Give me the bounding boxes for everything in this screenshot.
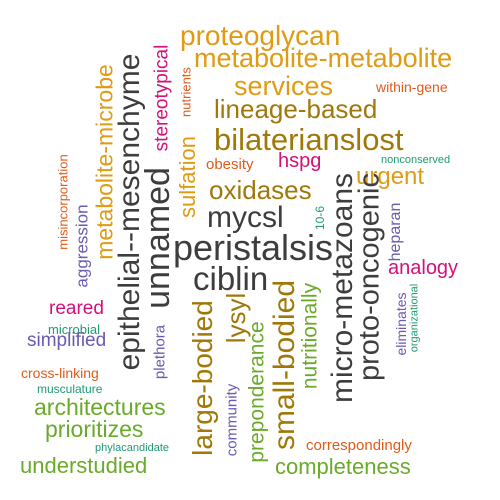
word-preponderance: preponderance bbox=[245, 321, 269, 463]
word-plethora: plethora bbox=[151, 324, 169, 380]
word-small-bodied: small-bodied bbox=[268, 279, 301, 451]
word-ciblin: ciblin bbox=[193, 260, 269, 297]
word-oxidases: oxidases bbox=[209, 175, 312, 205]
word-architectures: architectures bbox=[34, 394, 166, 420]
word-obesity: obesity bbox=[206, 156, 254, 173]
word-organizational: organizational bbox=[408, 283, 421, 353]
word-misincorporation: misincorporation bbox=[55, 154, 71, 250]
word-hspg: hspg bbox=[278, 150, 322, 172]
word-lineage-based: lineage-based bbox=[214, 94, 378, 124]
word-metabolite-metabolite: metabolite-metabolite bbox=[194, 43, 453, 73]
word-microbial: microbial bbox=[48, 322, 101, 337]
word-sulfation: sulfation bbox=[175, 136, 200, 218]
word-peristalsis: peristalsis bbox=[173, 227, 334, 268]
word-understudied: understudied bbox=[20, 453, 148, 478]
word-proto-oncogenic: proto-oncogenic bbox=[353, 173, 386, 381]
word-prioritizes: prioritizes bbox=[45, 416, 144, 442]
word-completeness: completeness bbox=[275, 454, 411, 479]
word-community: community bbox=[223, 383, 241, 457]
word-services: services bbox=[234, 71, 334, 101]
word-urgent: urgent bbox=[356, 163, 425, 190]
word-heparan: heparan bbox=[387, 202, 404, 262]
word-proteoglycan: proteoglycan bbox=[180, 20, 341, 51]
word-analogy: analogy bbox=[388, 257, 459, 279]
word-phylacandidate: phylacandidate bbox=[95, 442, 170, 454]
word-aggression: aggression bbox=[72, 204, 92, 288]
word-bilaterianslost: bilaterianslost bbox=[214, 122, 404, 157]
word-stereotypical: stereotypical bbox=[151, 44, 173, 152]
word-simplified: simplified bbox=[27, 330, 107, 351]
word-10-6: 10-6 bbox=[313, 205, 327, 231]
word-reared: reared bbox=[49, 298, 104, 319]
word-large-bodied: large-bodied bbox=[187, 300, 218, 456]
word-eliminates: eliminates bbox=[393, 292, 409, 356]
word-nonconserved: nonconserved bbox=[381, 154, 451, 166]
word-within-gene: within-gene bbox=[376, 79, 448, 95]
word-nutritionally: nutritionally bbox=[298, 282, 322, 390]
word-cross-linking: cross-linking bbox=[21, 365, 99, 381]
word-musculature: musculature bbox=[37, 382, 103, 396]
word-correspondingly: correspondingly bbox=[306, 437, 412, 454]
word-mycsl: mycsl bbox=[207, 201, 284, 234]
word-nutrients: nutrients bbox=[178, 67, 194, 117]
word-unnamed: unnamed bbox=[139, 167, 177, 309]
